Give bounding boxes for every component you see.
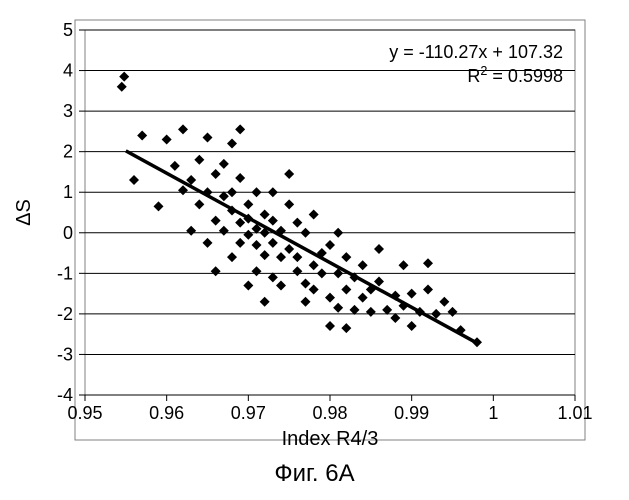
x-tick-label: 1: [488, 403, 498, 423]
x-tick-label: 0.98: [312, 403, 347, 423]
x-tick-label: 0.97: [231, 403, 266, 423]
y-tick-label: 0: [63, 223, 73, 243]
y-tick-label: -4: [57, 385, 73, 405]
scatter-chart: 0.95 0.96 0.97 0.98 0.99 1 1.01 -4 -3 -2 -1 0 1 2 3 4 5 I…: [0, 0, 629, 500]
y-tick-label: -1: [57, 263, 73, 283]
y-tick-label: 2: [63, 142, 73, 162]
chart-svg: 0.95 0.96 0.97 0.98 0.99 1 1.01 -4 -3 -2 -1 0 1 2 3 4 5 I…: [0, 0, 629, 500]
x-tick-label: 0.99: [394, 403, 429, 423]
x-tick-label: 0.95: [67, 403, 102, 423]
x-axis-label: Index R4/3: [282, 428, 379, 450]
y-axis-label: ΔS: [13, 199, 35, 226]
y-tick-label: -2: [57, 304, 73, 324]
y-tick-label: 3: [63, 101, 73, 121]
y-tick-label: -3: [57, 344, 73, 364]
figure-caption: Фиг. 6A: [0, 460, 629, 488]
y-tick-label: 1: [63, 182, 73, 202]
y-tick-label: 5: [63, 20, 73, 40]
x-tick-label: 1.01: [557, 403, 592, 423]
y-tick-label: 4: [63, 61, 73, 81]
x-tick-label: 0.96: [149, 403, 184, 423]
regression-equation: y = -110.27x + 107.32: [389, 42, 563, 62]
